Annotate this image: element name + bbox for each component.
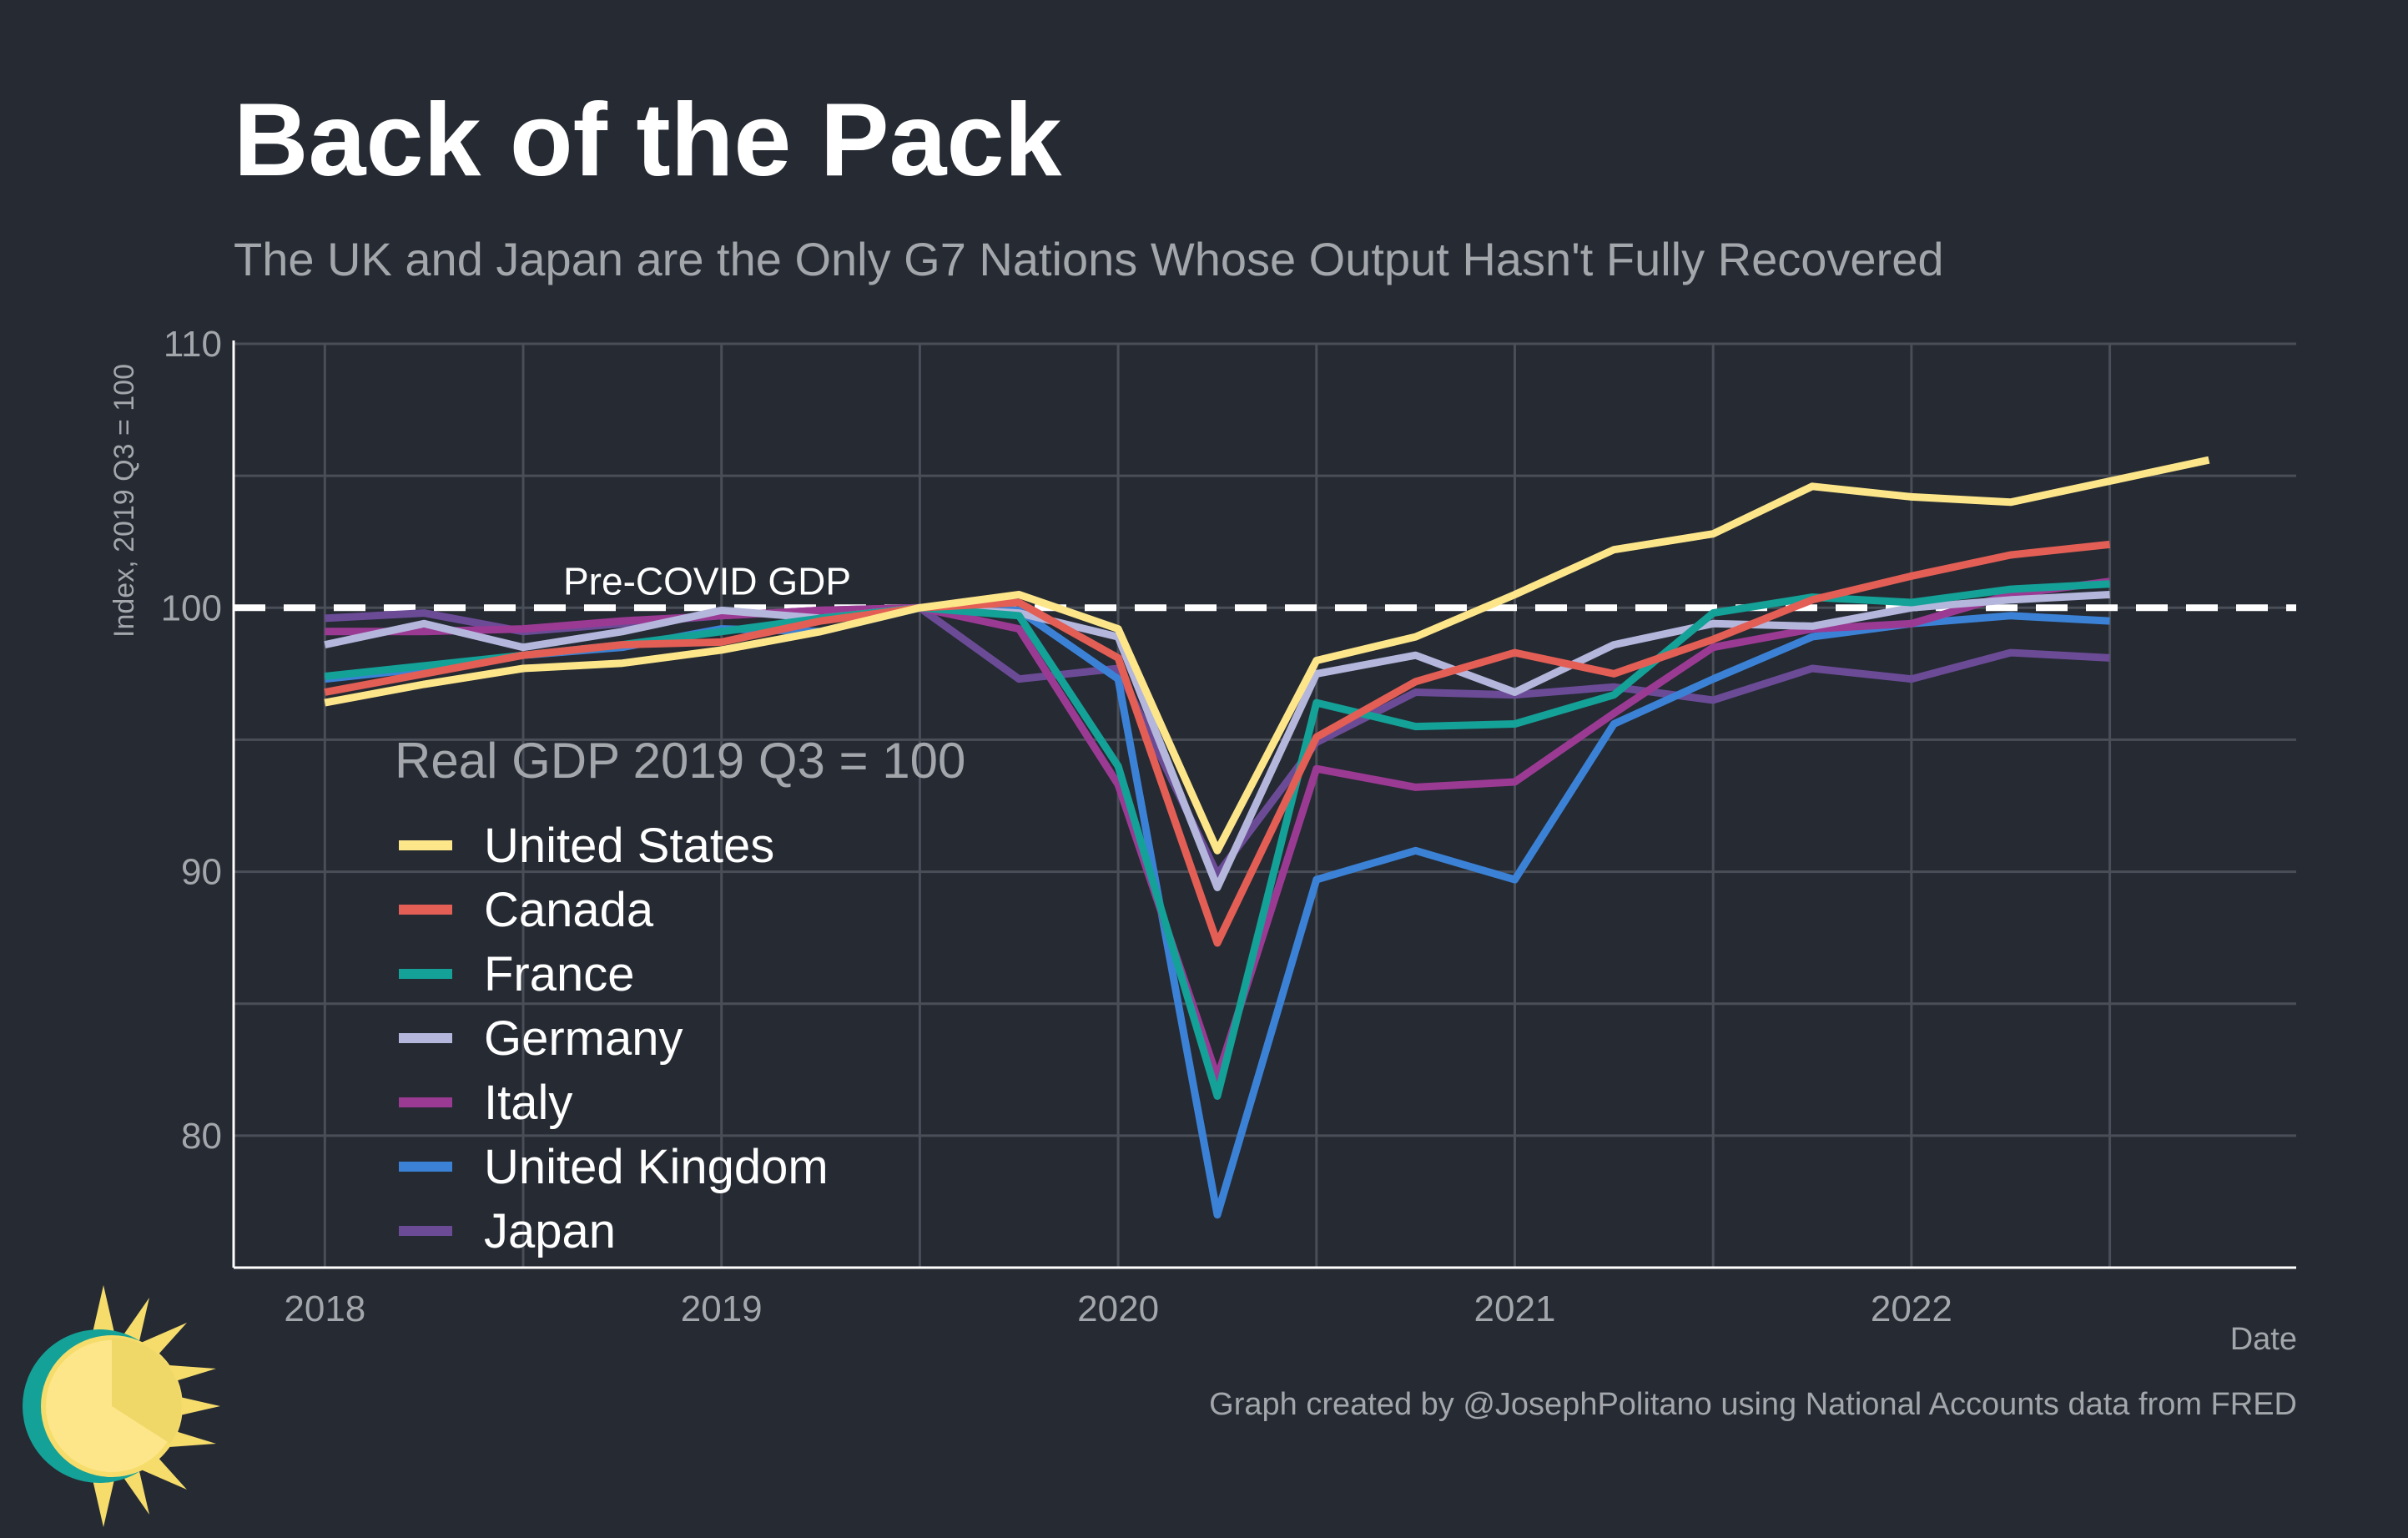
legend-label: Italy — [484, 1076, 572, 1130]
series-line-canada — [324, 540, 2111, 947]
x-tick-label: 2022 — [1871, 1288, 1952, 1329]
legend-label: United States — [484, 819, 774, 873]
series-lines — [324, 456, 2210, 1219]
y-tick-label: 100 — [161, 587, 222, 628]
legend-label: Germany — [484, 1011, 683, 1066]
x-tick-label: 2021 — [1474, 1288, 1556, 1329]
legend-label: Japan — [484, 1204, 616, 1258]
legend: Real GDP 2019 Q3 = 100 United States Canad… — [395, 733, 965, 1258]
legend-label: United Kingdom — [484, 1140, 829, 1194]
chart-subtitle: The UK and Japan are the Only G7 Nations… — [234, 233, 1944, 285]
y-axis-title: Index, 2019 Q3 = 100 — [108, 364, 140, 638]
y-tick-label: 90 — [181, 852, 222, 893]
legend-title: Real GDP 2019 Q3 = 100 — [395, 733, 965, 789]
grid-lines — [234, 342, 2296, 1268]
legend-label: France — [484, 947, 635, 1001]
series-line-united-states — [324, 456, 2210, 855]
source-caption: Graph created by @JosephPolitano using N… — [1209, 1387, 2297, 1422]
x-tick-label: 2018 — [284, 1288, 365, 1329]
chart-title: Back of the Pack — [234, 83, 1062, 198]
legend-label: Canada — [484, 883, 654, 937]
axes: 80 90 100 110 2018 2019 2020 2021 2022 Index, 201… — [108, 324, 2296, 1329]
y-tick-label: 110 — [164, 324, 222, 365]
x-tick-label: 2020 — [1077, 1288, 1159, 1329]
y-tick-label: 80 — [181, 1116, 222, 1157]
series-line-germany — [324, 591, 2110, 891]
x-axis-label: Date — [2229, 1322, 2297, 1357]
x-tick-label: 2019 — [681, 1288, 763, 1329]
reference-line-label: Pre-COVID GDP — [563, 559, 851, 603]
sun-logo-icon — [23, 1285, 220, 1527]
